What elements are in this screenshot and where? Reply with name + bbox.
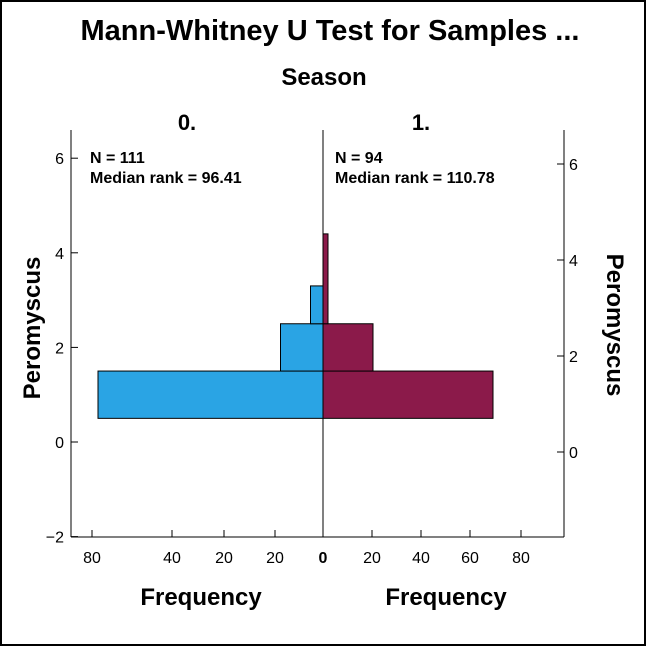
x-tick-right-3-label: 80 <box>512 550 530 567</box>
x-tick-right-1-label: 40 <box>412 550 430 567</box>
x-tick-center-label: 0 <box>319 550 328 567</box>
y-ticks-right: 6 4 2 0 <box>557 157 578 462</box>
x-tick-right-2-label: 60 <box>461 550 479 567</box>
y-tick-label-left-3: 0 <box>55 435 64 452</box>
x-axis-label-right: Frequency <box>385 584 507 611</box>
y-tick-label-left-0: 6 <box>55 151 64 168</box>
y-tick-label-right-3: 0 <box>569 445 578 462</box>
x-tick-right-0-label: 20 <box>363 550 381 567</box>
chart-title: Mann-Whitney U Test for Samples ... <box>81 15 580 47</box>
n-count-left: N = 111 <box>90 150 145 167</box>
x-axis-label-left: Frequency <box>140 584 262 611</box>
x-tick-left-0-label: 80 <box>83 550 101 567</box>
n-count-right: N = 94 <box>335 150 383 167</box>
y-tick-label-right-0: 6 <box>569 157 578 174</box>
bars-left <box>97 285 324 419</box>
panel-label-right: 1. <box>412 110 430 135</box>
y-axis-label-left: Peromyscus <box>19 257 46 400</box>
histogram-bar-right-2 <box>322 233 329 325</box>
y-tick-label-right-2: 2 <box>569 349 578 366</box>
y-tick-label-right-1: 4 <box>569 253 578 270</box>
median-rank-left: Median rank = 96.41 <box>90 170 242 187</box>
y-ticks-left: 6 4 2 0 −2 <box>46 151 78 547</box>
histogram-bar-right-0 <box>322 370 494 419</box>
histogram-bar-left-2 <box>310 285 324 325</box>
panel-label-left: 0. <box>178 110 196 135</box>
x-tick-left-1-label: 40 <box>163 550 181 567</box>
x-tick-left-2-label: 20 <box>215 550 233 567</box>
x-tick-left-3-label: 20 <box>266 550 284 567</box>
median-rank-right: Median rank = 110.78 <box>335 170 495 187</box>
bars-right <box>322 233 494 419</box>
histogram-bar-right-1 <box>322 323 374 372</box>
histogram-bar-left-0 <box>97 370 324 419</box>
panel-variable-label: Season <box>281 64 366 91</box>
histogram-bar-left-1 <box>280 323 324 372</box>
x-ticks: 80 40 20 20 0 20 40 60 80 <box>83 530 530 567</box>
y-axis-label-right: Peromyscus <box>601 254 628 397</box>
y-tick-label-left-2: 2 <box>55 340 64 357</box>
y-tick-label-left-1: 4 <box>55 246 64 263</box>
y-tick-label-left-4: −2 <box>46 530 64 547</box>
